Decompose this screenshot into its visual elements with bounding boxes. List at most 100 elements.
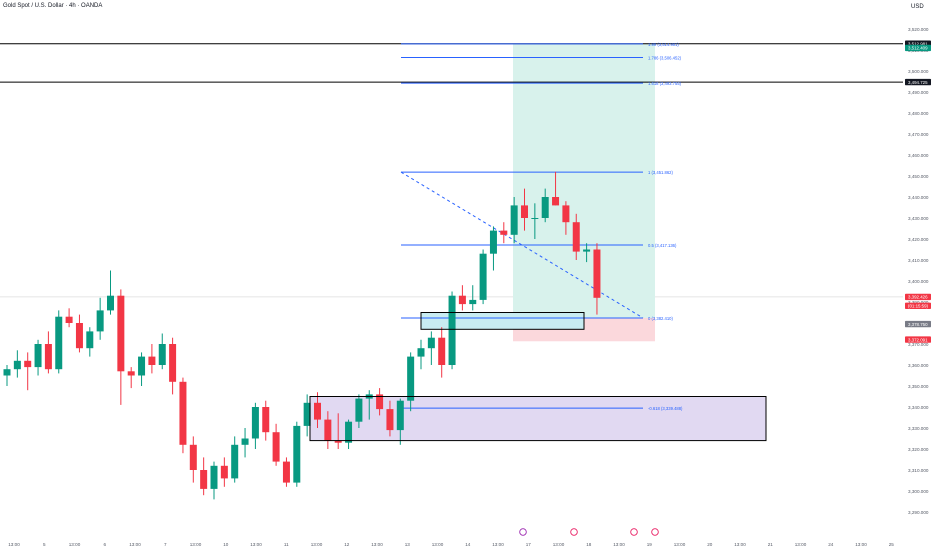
time-label-0: 13:00 — [8, 542, 20, 547]
time-axis[interactable]: 13:00 5 13:00 6 13:00 7 13:00 10 13:00 11 13:00 12 1… — [8, 542, 894, 547]
event-marker-3[interactable] — [651, 528, 659, 536]
candle-body-34[interactable] — [355, 398, 363, 422]
candle-body-8[interactable] — [86, 331, 94, 349]
entry-zone-outline — [420, 312, 585, 330]
horizontal-lines — [0, 43, 903, 83]
candle-body-6[interactable] — [65, 316, 73, 323]
candle-body-30[interactable] — [314, 402, 321, 420]
candle-body-45[interactable] — [469, 299, 477, 305]
candle-body-2[interactable] — [24, 360, 32, 368]
candle-body-11[interactable] — [117, 295, 125, 372]
candle-body-18[interactable] — [189, 444, 197, 470]
event-marker-2[interactable] — [630, 528, 638, 536]
candle-body-42[interactable] — [438, 337, 446, 365]
candle-body-27[interactable] — [282, 461, 290, 483]
candle-body-38[interactable] — [396, 400, 404, 431]
price-axis[interactable]: 3,520.0003,510.0003,500.0003,490.0003,48… — [903, 0, 932, 550]
price-tick-15: 3,370.000 — [908, 342, 929, 347]
fib-label-6: -0.618 (3,339.488) — [648, 406, 683, 411]
candle-body-24[interactable] — [251, 407, 259, 439]
time-label-7: 10 — [223, 542, 229, 547]
candle-body-19[interactable] — [200, 470, 208, 489]
candle-body-48[interactable] — [500, 230, 508, 235]
price-badge-0: 3,512.981 — [908, 42, 928, 47]
candle-body-46[interactable] — [479, 253, 487, 300]
price-tick-21: 3,310.000 — [908, 468, 929, 473]
candle-body-55[interactable] — [572, 222, 580, 252]
price-tick-10: 3,420.000 — [908, 237, 929, 242]
price-tick-7: 3,450.000 — [908, 174, 929, 179]
candle-body-26[interactable] — [272, 432, 280, 462]
candle-body-20[interactable] — [210, 465, 218, 489]
candle-body-51[interactable] — [531, 218, 539, 219]
price-badge-5: 3,378.750 — [908, 322, 928, 327]
candle-body-23[interactable] — [241, 438, 249, 445]
candle-body-5[interactable] — [55, 316, 63, 370]
time-label-3: 6 — [103, 542, 106, 547]
candle-body-56[interactable] — [583, 249, 591, 252]
event-markers[interactable] — [519, 528, 659, 536]
candle-body-7[interactable] — [75, 323, 83, 349]
candle-body-57[interactable] — [593, 249, 601, 298]
candle-body-43[interactable] — [448, 295, 456, 365]
fib-label-2: 1.618 (3,493.755) — [648, 81, 682, 86]
candle-body-12[interactable] — [127, 371, 135, 376]
price-tick-19: 3,330.000 — [908, 426, 929, 431]
candle-body-52[interactable] — [541, 197, 549, 218]
time-label-4: 13:00 — [129, 542, 141, 547]
price-badge-3: 3,392.426 — [908, 295, 928, 300]
price-badge-bg-3 — [905, 293, 931, 301]
fib-label-0: 1.99 (3,514.981) — [648, 42, 679, 47]
candle-body-14[interactable] — [148, 356, 156, 365]
time-label-18: 13:00 — [553, 542, 565, 547]
fib-trend-line[interactable] — [400, 171, 644, 319]
candle-body-37[interactable] — [386, 409, 394, 431]
time-label-28: 13:00 — [855, 542, 867, 547]
candle-body-36[interactable] — [376, 394, 384, 410]
candle-body-3[interactable] — [34, 344, 42, 368]
time-label-8: 13:00 — [250, 542, 262, 547]
fib-label-5: 0 (3,382.410) — [648, 316, 674, 321]
candle-body-44[interactable] — [458, 295, 466, 305]
candle-body-54[interactable] — [562, 205, 570, 223]
candle-body-49[interactable] — [510, 205, 518, 235]
price-tick-17: 3,350.000 — [908, 384, 929, 389]
candle-body-31[interactable] — [324, 419, 332, 441]
candle-body-53[interactable] — [552, 197, 560, 206]
candle-body-13[interactable] — [138, 356, 146, 376]
candle-body-10[interactable] — [107, 295, 114, 311]
candle-body-47[interactable] — [489, 230, 497, 254]
time-label-9: 11 — [284, 542, 289, 547]
candle-body-29[interactable] — [303, 402, 311, 426]
event-marker-1[interactable] — [570, 528, 578, 536]
price-tick-2: 3,500.000 — [908, 69, 929, 74]
candle-body-50[interactable] — [521, 205, 528, 218]
candle-body-15[interactable] — [158, 344, 166, 365]
candle-body-33[interactable] — [345, 421, 353, 443]
time-label-2: 13:00 — [69, 542, 81, 547]
time-label-24: 13:00 — [734, 542, 746, 547]
candle-body-0[interactable] — [3, 369, 11, 376]
time-label-23: 20 — [707, 542, 713, 547]
candle-body-1[interactable] — [13, 360, 21, 370]
candle-body-41[interactable] — [427, 337, 435, 349]
currency-label[interactable]: USD — [911, 4, 924, 10]
candle-body-32[interactable] — [334, 440, 342, 443]
time-label-17: 17 — [526, 542, 532, 547]
candle-body-17[interactable] — [179, 381, 187, 445]
candle-body-9[interactable] — [96, 310, 104, 332]
candle-body-39[interactable] — [407, 356, 415, 401]
event-marker-0[interactable] — [519, 528, 527, 536]
candle-body-28[interactable] — [293, 425, 301, 483]
candle-body-4[interactable] — [44, 344, 52, 370]
candle-body-22[interactable] — [231, 444, 239, 479]
time-label-10: 13:00 — [311, 542, 323, 547]
candle-body-25[interactable] — [262, 407, 270, 433]
candle-body-21[interactable] — [220, 465, 228, 479]
candles[interactable] — [3, 171, 601, 500]
zone-outlines — [309, 312, 767, 442]
candle-body-40[interactable] — [417, 348, 425, 357]
candle-body-16[interactable] — [169, 344, 177, 382]
